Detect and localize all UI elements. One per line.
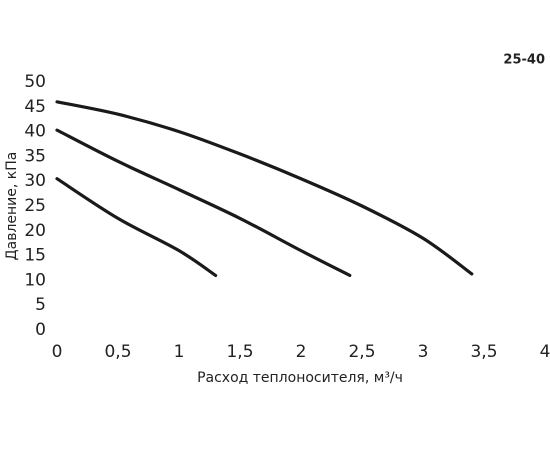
x-tick-label: 1,5 <box>226 342 253 362</box>
y-tick-label: 0 <box>35 320 46 340</box>
y-tick-label: 20 <box>24 221 46 241</box>
y-tick-label: 5 <box>35 295 46 315</box>
y-axis-title: Давление, кПа <box>4 152 20 261</box>
x-tick-label: 0 <box>52 342 63 362</box>
y-tick-label: 45 <box>24 97 46 117</box>
x-tick-label: 4 <box>540 342 550 362</box>
line-series <box>55 128 352 278</box>
y-tick-label: 15 <box>24 246 46 266</box>
y-tick-label: 50 <box>24 72 46 92</box>
line-series <box>55 100 474 276</box>
y-tick-label: 10 <box>24 270 46 290</box>
line-series <box>55 177 218 278</box>
y-tick-label: 40 <box>24 122 46 142</box>
y-tick-label: 35 <box>24 146 46 166</box>
x-tick-label: 3 <box>418 342 429 362</box>
x-tick-label: 2 <box>296 342 307 362</box>
x-tick-label: 3,5 <box>470 342 497 362</box>
y-tick-label: 30 <box>24 171 46 191</box>
x-tick-label: 2,5 <box>348 342 375 362</box>
chart-title: 25-40 <box>503 53 545 68</box>
x-tick-label: 1 <box>174 342 185 362</box>
y-tick-label: 25 <box>24 196 46 216</box>
x-axis-title: Расход теплоносителя, м³/ч <box>197 370 403 386</box>
x-tick-label: 0,5 <box>104 342 131 362</box>
